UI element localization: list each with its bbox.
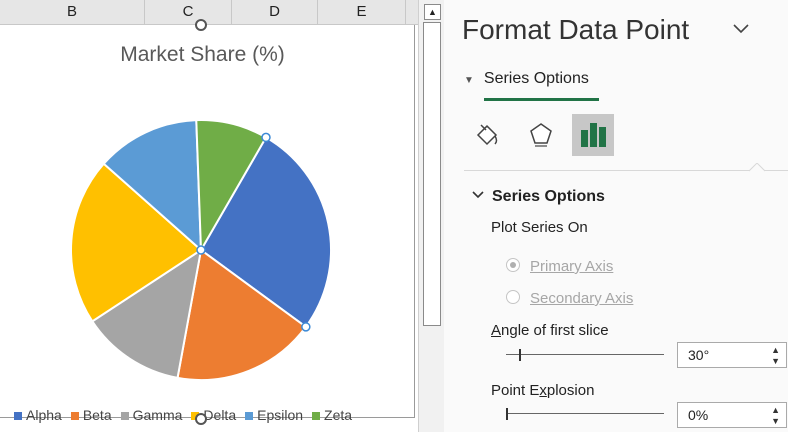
pie-slice-beta[interactable]: [176, 248, 308, 381]
column-header-b[interactable]: B: [0, 0, 145, 24]
legend-label: Delta: [203, 407, 237, 423]
angle-spinbox[interactable]: 30° ▲ ▼: [677, 342, 787, 368]
legend-label: Gamma: [132, 407, 183, 423]
plot-series-on-label: Plot Series On: [491, 219, 588, 236]
pointer-notch: [749, 163, 765, 172]
scrollbar-thumb[interactable]: [423, 22, 441, 326]
radio-unselected-icon: [506, 290, 520, 304]
pane-title: Format Data Point: [462, 14, 690, 45]
column-label: E: [356, 3, 367, 20]
column-header-bar: B C D E: [0, 0, 418, 25]
explosion-spinbox[interactable]: 0% ▲ ▼: [677, 402, 787, 428]
column-label: D: [269, 3, 280, 20]
legend-item-beta[interactable]: Beta: [70, 407, 112, 423]
legend-item-alpha[interactable]: Alpha: [14, 407, 62, 423]
selection-handle[interactable]: [261, 132, 271, 143]
series-options-icon[interactable]: [572, 114, 614, 156]
legend-item-gamma[interactable]: Gamma: [120, 407, 183, 423]
divider: [464, 170, 788, 171]
legend-label: Beta: [82, 407, 112, 423]
tab-underline: [484, 98, 599, 101]
legend-swatch: [70, 412, 79, 420]
column-label: C: [182, 3, 194, 20]
selection-handle[interactable]: [301, 322, 311, 332]
selection-handle[interactable]: [196, 245, 206, 255]
tab-series-options[interactable]: ▼ Series Options: [464, 70, 589, 88]
chevron-down-icon[interactable]: [732, 18, 750, 41]
slider-track: [506, 413, 664, 414]
caret-down-icon: ▼: [464, 75, 474, 86]
section-label: Series Options: [492, 188, 605, 205]
pie-chart[interactable]: [0, 50, 405, 395]
legend-label: Alpha: [26, 407, 62, 423]
scroll-up-icon[interactable]: ▲: [424, 4, 441, 20]
pie-slice-gamma[interactable]: [90, 247, 203, 380]
vertical-scrollbar[interactable]: ▲: [418, 0, 444, 432]
explosion-value: 0%: [688, 407, 709, 423]
primary-axis-label: Primary Axis: [530, 258, 614, 275]
angle-slider[interactable]: [506, 349, 664, 361]
explosion-slider[interactable]: [506, 408, 664, 420]
chart-resize-handle-bottom[interactable]: [195, 413, 207, 425]
pie-slice-alpha[interactable]: [199, 136, 332, 329]
legend-label: Epsilon: [257, 407, 304, 423]
legend-swatch: [312, 412, 321, 420]
effects-icon[interactable]: [520, 114, 562, 156]
format-data-point-pane: Format Data Point ▼ Series Options Series…: [444, 0, 788, 432]
slider-knob[interactable]: [506, 408, 508, 420]
legend-swatch: [120, 412, 129, 420]
angle-value: 30°: [688, 347, 710, 363]
column-header-c[interactable]: C: [145, 0, 232, 24]
angle-of-first-slice-label: Angle of first slice: [491, 322, 609, 339]
secondary-axis-radio[interactable]: Secondary Axis: [506, 290, 633, 307]
spin-up-icon[interactable]: ▲: [771, 405, 780, 415]
slider-knob[interactable]: [518, 349, 521, 361]
pie-slice-delta[interactable]: [70, 162, 203, 323]
column-label: B: [66, 3, 77, 20]
chart-area[interactable]: Market Share (%) Alpha Beta Gamma Delta Epsi…: [0, 25, 415, 423]
section-series-options[interactable]: Series Options: [472, 188, 605, 206]
worksheet: B C D E Market Share (%) Alpha Beta Gamma D…: [0, 0, 418, 425]
spin-down-icon[interactable]: ▼: [771, 356, 780, 366]
column-header-e[interactable]: E: [318, 0, 406, 24]
fill-line-icon[interactable]: [466, 114, 508, 156]
legend-swatch: [14, 412, 22, 420]
tab-label: Series Options: [483, 70, 589, 87]
spin-up-icon[interactable]: ▲: [771, 345, 780, 355]
legend-swatch: [245, 412, 254, 420]
chart-resize-handle-top[interactable]: [195, 19, 207, 31]
point-explosion-label: Point Explosion: [491, 382, 595, 399]
pie-slice-epsilon[interactable]: [102, 119, 203, 253]
secondary-axis-label: Secondary Axis: [530, 290, 634, 307]
chart-legend[interactable]: Alpha Beta Gamma Delta Epsilon Zeta: [14, 407, 361, 423]
legend-label: Zeta: [324, 407, 353, 423]
spin-down-icon[interactable]: ▼: [771, 416, 780, 426]
chart-title[interactable]: Market Share (%): [120, 43, 285, 66]
slider-track: [506, 354, 664, 355]
legend-item-epsilon[interactable]: Epsilon: [245, 407, 303, 423]
collapse-chevron-icon: [472, 191, 484, 199]
radio-selected-icon: [506, 258, 520, 272]
column-header-d[interactable]: D: [232, 0, 318, 24]
legend-item-zeta[interactable]: Zeta: [312, 407, 352, 423]
primary-axis-radio[interactable]: Primary Axis: [506, 258, 613, 275]
